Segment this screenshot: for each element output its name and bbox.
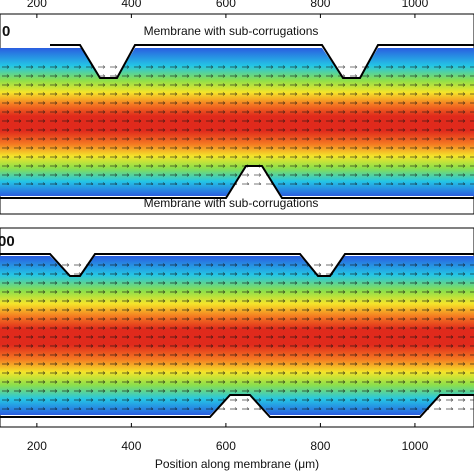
- x-tick-label: 400: [121, 0, 141, 10]
- x-tick-label: 600: [216, 0, 236, 10]
- annotation: Membrane with sub-corrugations: [144, 196, 319, 210]
- axes-frame: [0, 227, 474, 428]
- vector-arrows: [0, 262, 474, 410]
- x-tick-label: 200: [27, 0, 47, 10]
- membrane-outline: [0, 165, 474, 199]
- vector-arrows: [0, 60, 474, 185]
- panel-label: 00: [0, 233, 15, 250]
- panel-label: 0: [2, 23, 10, 40]
- x-tick-label: 600: [216, 439, 236, 453]
- membrane-outline: [0, 394, 474, 418]
- x-tick-label: 1000: [402, 439, 429, 453]
- annotation: Membrane with sub-corrugations: [144, 24, 319, 38]
- panel-1: 0 Membrane with sub-corrugations Membran…: [0, 13, 474, 215]
- x-tick-label: 800: [310, 0, 330, 10]
- x-tick-label: 400: [121, 439, 141, 453]
- membrane-outline: [0, 253, 474, 277]
- panel-2: 00 Position along membrane (μm): [0, 227, 474, 471]
- axes-frame: [0, 13, 474, 215]
- x-tick-label: 800: [310, 439, 330, 453]
- x-axis-label: Position along membrane (μm): [155, 457, 319, 471]
- x-tick-label: 1000: [402, 0, 429, 10]
- x-tick-label: 200: [27, 439, 47, 453]
- membrane-outline: [50, 44, 474, 79]
